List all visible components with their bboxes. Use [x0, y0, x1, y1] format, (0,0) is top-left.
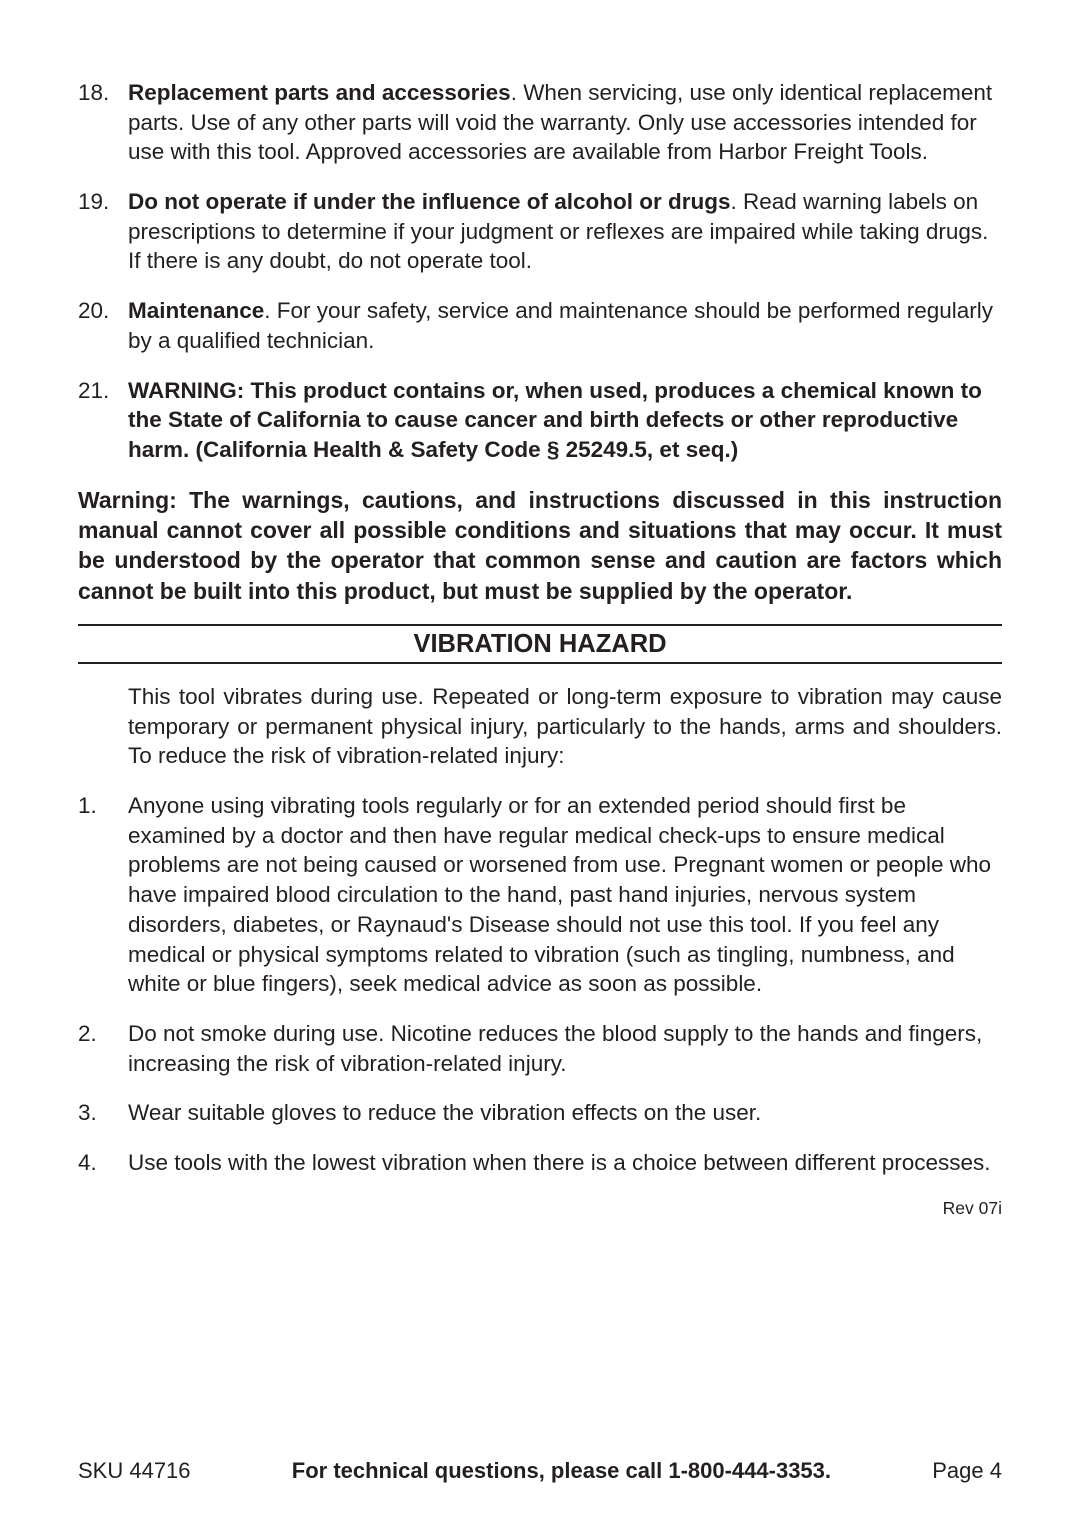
list-body: Wear suitable gloves to reduce the vibra… [128, 1098, 1002, 1128]
list-bold: Do not operate if under the influence of… [128, 189, 731, 214]
section-heading: VIBRATION HAZARD [78, 624, 1002, 664]
list-item: 2. Do not smoke during use. Nicotine red… [78, 1019, 1002, 1078]
list-body: Maintenance. For your safety, service an… [128, 296, 1002, 355]
list-number: 18. [78, 78, 128, 167]
list-number: 2. [78, 1019, 128, 1078]
list-body: Do not smoke during use. Nicotine reduce… [128, 1019, 1002, 1078]
list-body: Use tools with the lowest vibration when… [128, 1148, 1002, 1178]
footer-sku: SKU 44716 [78, 1458, 191, 1484]
list-bold: Replacement parts and accessories [128, 80, 511, 105]
footer: SKU 44716 For technical questions, pleas… [78, 1458, 1002, 1484]
list-body: Replacement parts and accessories. When … [128, 78, 1002, 167]
list-bold: WARNING: This product contains or, when … [128, 378, 982, 462]
list-item: 19. Do not operate if under the influenc… [78, 187, 1002, 276]
intro-paragraph: This tool vibrates during use. Repeated … [128, 682, 1002, 771]
list-item: 3. Wear suitable gloves to reduce the vi… [78, 1098, 1002, 1128]
safety-list-1: 18. Replacement parts and accessories. W… [78, 78, 1002, 465]
list-bold: Maintenance [128, 298, 264, 323]
list-body: Do not operate if under the influence of… [128, 187, 1002, 276]
footer-page: Page 4 [932, 1458, 1002, 1484]
list-item: 4. Use tools with the lowest vibration w… [78, 1148, 1002, 1178]
list-item: 20. Maintenance. For your safety, servic… [78, 296, 1002, 355]
list-number: 4. [78, 1148, 128, 1178]
list-number: 21. [78, 376, 128, 465]
list-number: 3. [78, 1098, 128, 1128]
list-item: 21. WARNING: This product contains or, w… [78, 376, 1002, 465]
list-item: 1. Anyone using vibrating tools regularl… [78, 791, 1002, 999]
list-body: Anyone using vibrating tools regularly o… [128, 791, 1002, 999]
revision-label: Rev 07i [78, 1198, 1002, 1219]
warning-paragraph: Warning: The warnings, cautions, and ins… [78, 485, 1002, 606]
list-number: 20. [78, 296, 128, 355]
list-body: WARNING: This product contains or, when … [128, 376, 1002, 465]
list-number: 19. [78, 187, 128, 276]
list-item: 18. Replacement parts and accessories. W… [78, 78, 1002, 167]
list-number: 1. [78, 791, 128, 999]
footer-support: For technical questions, please call 1-8… [292, 1458, 831, 1484]
vibration-list: 1. Anyone using vibrating tools regularl… [78, 791, 1002, 1178]
